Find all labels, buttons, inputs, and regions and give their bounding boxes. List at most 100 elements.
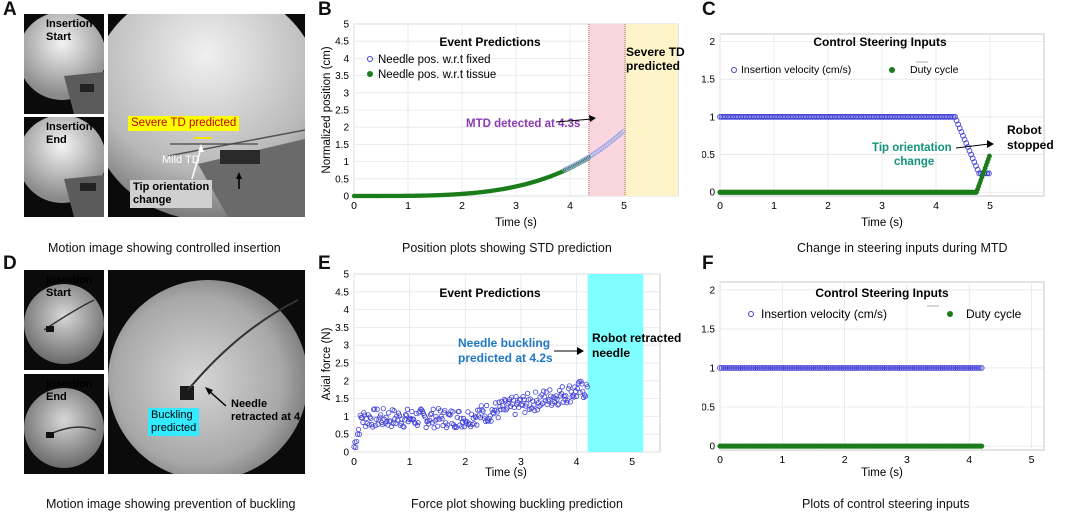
force-point	[555, 402, 561, 408]
force-point	[442, 407, 448, 414]
force-point	[443, 424, 450, 431]
chart-e: 0 1 2 3 4 5 0 0.5 1 1.5 2 2.5 3 3.5 4 4.5 5 Event Predic…	[321, 270, 681, 480]
buckling-predicted-label: Buckling predicted	[148, 408, 200, 436]
velocity-point	[750, 365, 757, 371]
velocity-point	[739, 365, 746, 371]
force-point	[433, 413, 439, 420]
legend-duty-label: Duty cycle	[966, 307, 1022, 321]
velocity-point	[851, 365, 858, 371]
chart-title-b: Event Predictions	[439, 35, 541, 49]
x-tick-label: 1	[405, 200, 411, 212]
event-band	[587, 274, 644, 452]
velocity-point	[874, 365, 880, 371]
legend-velocity-label: Insertion velocity (cm/s)	[761, 307, 887, 321]
x-tick-label: 2	[462, 456, 468, 468]
velocity-point	[829, 365, 836, 371]
velocity-point	[724, 365, 731, 371]
velocity-point	[795, 365, 802, 371]
force-point	[472, 413, 478, 419]
caption-e: Force plot showing buckling prediction	[411, 497, 623, 511]
velocity-point	[741, 365, 748, 371]
force-point	[573, 393, 580, 400]
xray-a-main: Severe TD predicted Mild TD Tip orientat…	[108, 14, 305, 217]
force-point	[497, 403, 503, 410]
velocity-point	[948, 365, 955, 371]
x-tick-label: 4	[574, 456, 580, 468]
force-point	[374, 406, 380, 412]
force-point	[409, 408, 415, 415]
y-tick-label: 1.5	[702, 75, 715, 86]
velocity-point	[791, 365, 798, 371]
force-point	[399, 416, 405, 422]
panel-letter-b: B	[318, 0, 332, 20]
velocity-point	[747, 365, 753, 371]
force-point	[532, 389, 539, 395]
force-point	[495, 415, 501, 421]
velocity-point	[971, 365, 978, 371]
velocity-point	[945, 365, 951, 371]
velocity-point	[831, 365, 837, 371]
xray-a-main-graphic	[108, 14, 305, 217]
panel-letter-e: E	[318, 253, 331, 274]
panel-letter-f: F	[702, 253, 714, 274]
velocity-point	[879, 365, 886, 371]
caption-c: Change in steering inputs during MTD	[797, 241, 1008, 255]
velocity-point	[887, 365, 893, 371]
severe-td-line-1: Severe TD	[626, 45, 685, 59]
force-point	[403, 412, 410, 418]
x-tick-label: 5	[987, 200, 993, 212]
y-tick-label: 0	[343, 448, 349, 459]
xray-d-end-graphic	[24, 388, 104, 468]
force-point	[567, 399, 573, 405]
force-point	[353, 444, 359, 450]
force-point	[492, 400, 499, 406]
velocity-point	[720, 365, 727, 371]
xray-d-start: Insertion Start	[24, 270, 104, 370]
velocity-point	[717, 365, 723, 371]
velocity-point	[846, 365, 852, 371]
velocity-point	[776, 365, 783, 371]
velocity-point	[898, 365, 905, 371]
velocity-point	[943, 365, 950, 371]
y-tick-label: 0.5	[702, 150, 715, 161]
y-tick-label: 3.5	[335, 323, 349, 334]
x-tick-label: 2	[459, 200, 465, 212]
velocity-point	[763, 365, 770, 371]
velocity-point	[861, 365, 867, 371]
x-label-c: Time (s)	[861, 217, 903, 229]
force-point	[379, 422, 386, 428]
force-point	[571, 394, 577, 400]
force-point	[487, 413, 493, 419]
x-tick-label: 1	[407, 456, 413, 468]
velocity-point	[922, 365, 929, 371]
y-tick-label: 1.5	[335, 140, 349, 151]
velocity-point	[952, 365, 959, 371]
velocity-point	[728, 365, 735, 371]
force-point	[541, 394, 548, 400]
force-point	[361, 410, 367, 416]
velocity-point	[976, 365, 983, 371]
force-point	[368, 415, 374, 422]
y-tick-label: 2	[709, 37, 715, 48]
force-point	[438, 413, 444, 420]
velocity-point	[907, 365, 914, 371]
y-tick-label: 4	[343, 54, 349, 65]
velocity-point	[868, 365, 875, 371]
velocity-point	[913, 365, 920, 371]
caption-a: Motion image showing controlled insertio…	[48, 241, 281, 255]
needle-retracted-label: Needle retracted at 4.2s	[231, 398, 305, 423]
x-tick-label: 1	[779, 454, 785, 466]
velocity-point	[825, 365, 832, 371]
buckling-line-2: predicted at 4.2s	[458, 351, 553, 365]
force-point	[548, 393, 554, 399]
velocity-point	[827, 365, 834, 371]
force-point	[372, 423, 378, 429]
force-point	[370, 406, 377, 413]
xray-a-start: Insertion Start	[24, 14, 104, 114]
velocity-point	[855, 365, 862, 371]
force-point	[456, 408, 462, 415]
velocity-point	[892, 365, 899, 371]
velocity-point	[722, 365, 729, 371]
velocity-point	[816, 365, 822, 371]
velocity-point	[765, 365, 772, 371]
